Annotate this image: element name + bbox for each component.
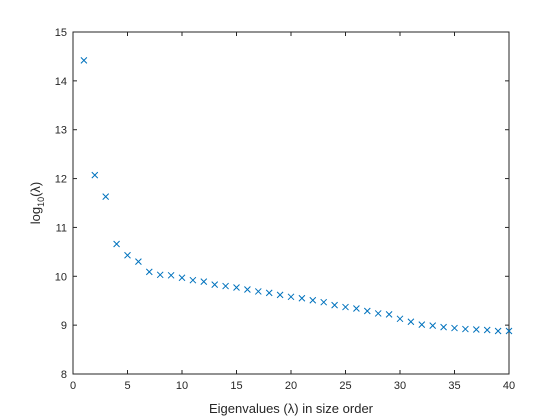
y-axis: 8 9 10 11 12 13 14 15	[55, 27, 509, 381]
data-point	[189, 276, 197, 284]
data-point	[200, 278, 208, 286]
x-tick-label: 25	[339, 380, 351, 392]
data-point	[156, 271, 164, 279]
x-tick-label: 15	[230, 380, 242, 392]
data-point	[102, 193, 110, 201]
x-tick-label: 35	[448, 380, 460, 392]
data-point	[80, 56, 88, 64]
x-tick-label: 10	[176, 380, 188, 392]
x-tick-label: 30	[394, 380, 406, 392]
x-tick-label: 40	[503, 380, 515, 392]
data-point	[167, 271, 175, 279]
y-tick-label: 9	[61, 320, 67, 332]
data-point	[451, 324, 458, 332]
data-point	[298, 294, 306, 302]
data-point	[178, 274, 186, 282]
y-tick-label: 12	[55, 174, 67, 186]
x-tick-label: 5	[124, 380, 130, 392]
data-point	[440, 323, 447, 331]
data-point	[418, 321, 426, 329]
x-tick-label: 0	[70, 380, 76, 392]
data-point	[265, 289, 273, 297]
y-axis-label-prefix: log	[28, 207, 43, 224]
data-point	[91, 171, 99, 179]
x-tick-label: 20	[285, 380, 297, 392]
data-point	[385, 311, 393, 318]
data-point	[211, 281, 219, 288]
y-tick-label: 11	[56, 222, 67, 234]
y-tick-label: 10	[55, 271, 67, 283]
data-point	[320, 298, 328, 306]
data-point	[124, 251, 131, 259]
y-axis-label-subscript: 10	[36, 197, 46, 207]
data-point	[287, 293, 295, 301]
data-point	[505, 327, 513, 335]
y-tick-label: 8	[61, 369, 67, 381]
data-point	[462, 325, 469, 333]
data-point	[429, 322, 437, 329]
data-point	[222, 282, 229, 290]
y-tick-label: 14	[55, 76, 67, 88]
y-tick-label: 15	[55, 27, 67, 39]
data-point	[233, 284, 240, 291]
x-axis-label: Eigenvalues (λ) in size order	[209, 401, 374, 416]
data-point	[483, 326, 491, 334]
data-point	[309, 296, 317, 304]
data-point	[331, 301, 338, 309]
data-point	[145, 268, 153, 276]
plot-area	[72, 31, 510, 375]
data-point	[353, 305, 360, 312]
data-point	[472, 326, 480, 333]
y-axis-label: log10(λ)	[28, 182, 46, 225]
y-tick-label: 13	[55, 125, 67, 137]
data-point	[374, 310, 382, 317]
y-axis-label-suffix: (λ)	[28, 182, 43, 197]
data-point	[113, 240, 120, 248]
data-point	[407, 318, 415, 326]
data-point	[494, 327, 502, 335]
data-point	[363, 307, 371, 315]
data-point	[342, 303, 349, 311]
data-point	[276, 291, 284, 299]
data-point	[135, 258, 142, 265]
data-markers	[80, 56, 513, 335]
data-point	[396, 315, 404, 323]
data-point	[244, 286, 251, 293]
x-axis: 0 5 10 15 20 25 30 35 40	[70, 32, 515, 392]
data-point	[254, 288, 262, 295]
